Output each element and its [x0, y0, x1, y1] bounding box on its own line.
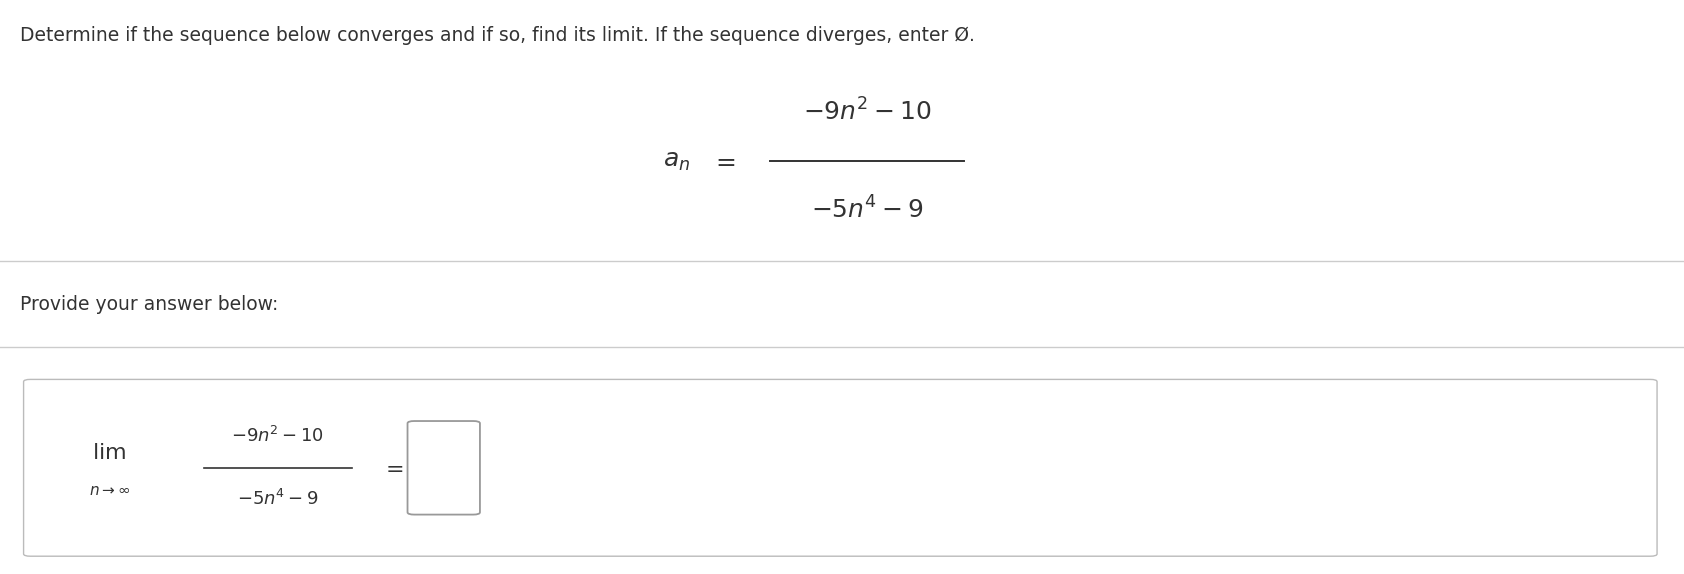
Text: Determine if the sequence below converges and if so, find its limit. If the sequ: Determine if the sequence below converge… — [20, 26, 975, 45]
Text: $n \to \infty$: $n \to \infty$ — [89, 483, 130, 498]
Text: $-5n^4 - 9$: $-5n^4 - 9$ — [812, 196, 923, 223]
Text: $-9n^2 - 10$: $-9n^2 - 10$ — [803, 98, 931, 126]
Text: Provide your answer below:: Provide your answer below: — [20, 294, 278, 314]
Text: $=$: $=$ — [381, 458, 404, 478]
FancyBboxPatch shape — [24, 379, 1657, 556]
Text: $-9n^2 - 10$: $-9n^2 - 10$ — [231, 426, 325, 447]
Text: $\lim$: $\lim$ — [93, 444, 126, 463]
Text: $a_n$: $a_n$ — [663, 149, 690, 173]
FancyBboxPatch shape — [408, 421, 480, 514]
Text: $=$: $=$ — [711, 149, 736, 173]
Text: $-5n^4 - 9$: $-5n^4 - 9$ — [237, 489, 318, 510]
